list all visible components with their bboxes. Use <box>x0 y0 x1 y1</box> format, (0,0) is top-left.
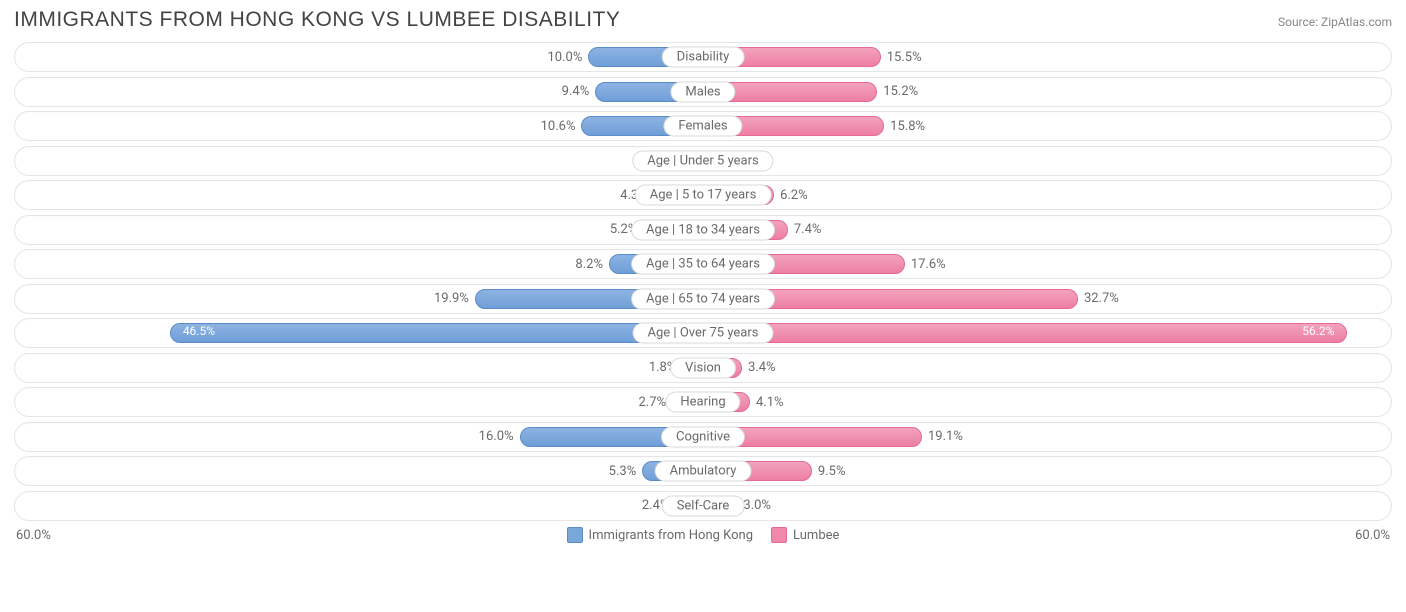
axis-max-right: 60.0% <box>1355 528 1390 543</box>
row-right-half: 4.1% <box>703 388 1391 416</box>
row-right-half: 1.3% <box>703 147 1391 175</box>
row-category-label: Age | Over 75 years <box>633 323 774 344</box>
row-right-half: 3.4% <box>703 354 1391 382</box>
row-category-label: Ambulatory <box>655 461 752 482</box>
chart-row: 16.0% 19.1% Cognitive <box>14 422 1392 452</box>
value-label-right: 3.4% <box>742 360 782 375</box>
row-category-label: Age | 35 to 64 years <box>631 254 775 275</box>
chart-row: 0.95%1.3%Age | Under 5 years <box>14 146 1392 176</box>
value-label-right: 32.7% <box>1078 291 1125 306</box>
row-right-half: 32.7% <box>703 285 1391 313</box>
value-label-left: 8.2% <box>569 257 609 272</box>
row-left-half: 5.3% <box>15 457 703 485</box>
row-right-half: 7.4% <box>703 216 1391 244</box>
value-label-right: 17.6% <box>905 257 952 272</box>
row-category-label: Cognitive <box>661 426 745 447</box>
axis-max-left: 60.0% <box>16 528 51 543</box>
row-category-label: Age | Under 5 years <box>632 150 773 171</box>
value-label-right: 9.5% <box>812 464 852 479</box>
value-label-left: 19.9% <box>428 291 475 306</box>
value-label-right: 56.2% <box>1296 324 1340 338</box>
row-left-half: 46.5% <box>15 319 703 347</box>
row-category-label: Vision <box>670 357 736 378</box>
chart-row: 8.2% 17.6% Age | 35 to 64 years <box>14 249 1392 279</box>
row-left-half: 1.8% <box>15 354 703 382</box>
chart-row: 19.9% 32.7% Age | 65 to 74 years <box>14 284 1392 314</box>
value-label-right: 4.1% <box>750 395 790 410</box>
value-label-right: 15.2% <box>877 84 924 99</box>
legend-label-left: Immigrants from Hong Kong <box>589 528 754 543</box>
row-left-half: 8.2% <box>15 250 703 278</box>
legend-swatch-right <box>771 527 787 543</box>
chart-area: 10.0%15.5%Disability9.4%15.2%Males10.6%1… <box>0 36 1406 521</box>
row-left-half: 9.4% <box>15 78 703 106</box>
chart-row: 2.4%3.0%Self-Care <box>14 491 1392 521</box>
value-label-left: 16.0% <box>473 429 520 444</box>
row-left-half: 16.0% <box>15 423 703 451</box>
row-right-half: 15.8% <box>703 112 1391 140</box>
chart-row: 46.5% 56.2% Age | Over 75 years <box>14 318 1392 348</box>
row-left-half: 2.7% <box>15 388 703 416</box>
row-right-half: 19.1% <box>703 423 1391 451</box>
chart-row: 1.8% 3.4% Vision <box>14 353 1392 383</box>
chart-row: 10.6% 15.8% Females <box>14 111 1392 141</box>
row-right-half: 56.2% <box>703 319 1391 347</box>
chart-row: 5.2% 7.4% Age | 18 to 34 years <box>14 215 1392 245</box>
row-right-half: 9.5% <box>703 457 1391 485</box>
row-category-label: Age | 65 to 74 years <box>631 288 775 309</box>
chart-row: 9.4% 15.2% Males <box>14 77 1392 107</box>
row-category-label: Females <box>663 116 742 137</box>
value-label-right: 6.2% <box>774 188 814 203</box>
chart-row: 5.3% 9.5% Ambulatory <box>14 456 1392 486</box>
value-label-left: 10.6% <box>535 119 582 134</box>
value-label-left: 5.3% <box>603 464 643 479</box>
value-label-left: 9.4% <box>556 84 596 99</box>
legend-swatch-left <box>567 527 583 543</box>
value-label-left: 10.0% <box>541 50 588 65</box>
bar-right: 56.2% <box>703 323 1347 343</box>
chart-row: 4.3% 6.2%Age | 5 to 17 years <box>14 180 1392 210</box>
row-left-half: 10.0% <box>15 43 703 71</box>
chart-title: IMMIGRANTS FROM HONG KONG VS LUMBEE DISA… <box>14 8 620 32</box>
value-label-right: 15.8% <box>884 119 931 134</box>
chart-source: Source: ZipAtlas.com <box>1278 15 1392 29</box>
chart-footer: 60.0% Immigrants from Hong Kong Lumbee 6… <box>0 525 1406 543</box>
row-right-half: 6.2% <box>703 181 1391 209</box>
chart-row: 10.0% 15.5% Disability <box>14 42 1392 72</box>
row-left-half: 10.6% <box>15 112 703 140</box>
legend-item-right: Lumbee <box>771 527 839 543</box>
row-right-half: 3.0% <box>703 492 1391 520</box>
row-left-half: 0.95% <box>15 147 703 175</box>
row-right-half: 15.2% <box>703 78 1391 106</box>
chart-header: IMMIGRANTS FROM HONG KONG VS LUMBEE DISA… <box>0 0 1406 36</box>
value-label-right: 15.5% <box>881 50 928 65</box>
row-category-label: Disability <box>662 47 745 68</box>
row-category-label: Males <box>670 81 735 102</box>
row-left-half: 4.3% <box>15 181 703 209</box>
value-label-left: 46.5% <box>177 324 221 338</box>
row-category-label: Age | 5 to 17 years <box>635 185 772 206</box>
row-right-half: 15.5% <box>703 43 1391 71</box>
value-label-right: 19.1% <box>922 429 969 444</box>
row-category-label: Hearing <box>665 392 740 413</box>
legend: Immigrants from Hong Kong Lumbee <box>567 527 840 543</box>
legend-item-left: Immigrants from Hong Kong <box>567 527 754 543</box>
row-right-half: 17.6% <box>703 250 1391 278</box>
row-left-half: 19.9% <box>15 285 703 313</box>
row-left-half: 5.2% <box>15 216 703 244</box>
row-category-label: Self-Care <box>662 495 745 516</box>
legend-label-right: Lumbee <box>793 528 839 543</box>
row-category-label: Age | 18 to 34 years <box>631 219 775 240</box>
row-left-half: 2.4% <box>15 492 703 520</box>
value-label-right: 7.4% <box>788 222 828 237</box>
bar-left: 46.5% <box>170 323 703 343</box>
chart-row: 2.7% 4.1% Hearing <box>14 387 1392 417</box>
